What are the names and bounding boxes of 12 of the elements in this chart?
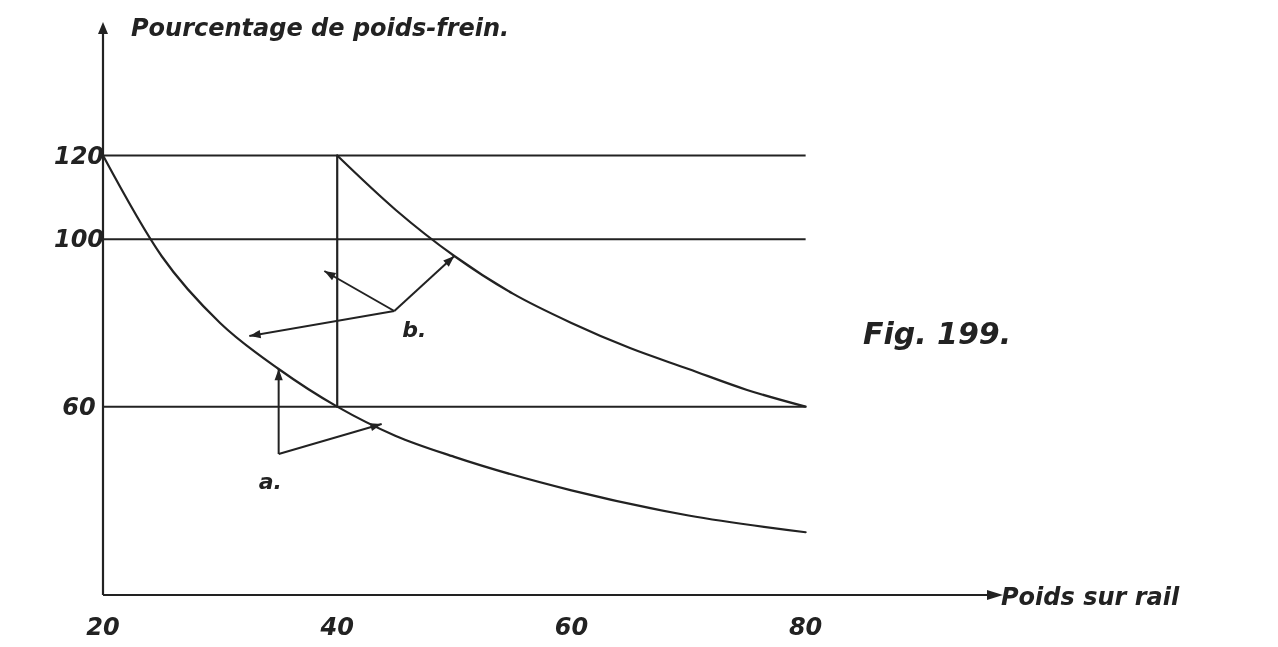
- x-tick-label: 60: [554, 613, 589, 641]
- x-tick-label: 40: [319, 613, 354, 641]
- annotation: a.: [258, 469, 282, 494]
- y-axis-title: Pourcentage de poids-frein.: [131, 14, 510, 42]
- x-axis-title: Poids sur rail: [1001, 583, 1180, 611]
- y-tick-label: 100: [53, 225, 105, 254]
- annotation: Fig. 199.: [863, 315, 1012, 351]
- y-tick-label: 60: [62, 392, 96, 421]
- y-tick-label: 120: [53, 141, 105, 170]
- x-tick-label: 20: [86, 613, 120, 641]
- annotation: b.: [402, 317, 427, 342]
- x-tick-label: 80: [788, 613, 823, 641]
